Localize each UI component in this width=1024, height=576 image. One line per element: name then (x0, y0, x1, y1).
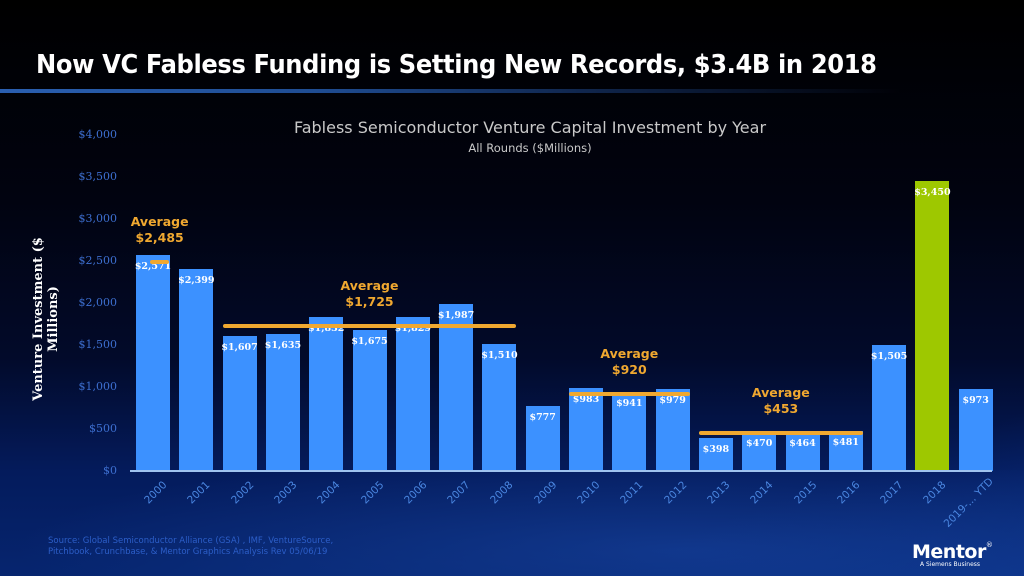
average-value: $453 (763, 400, 799, 416)
bar-2016 (828, 430, 863, 471)
x-tick-label: 2019-... YTD (941, 475, 996, 530)
bar-2013 (698, 437, 733, 471)
bar-2015 (785, 432, 820, 471)
bar-2003 (265, 333, 300, 471)
bar-value-label: $983 (572, 394, 600, 406)
bar-2019-YTD (958, 389, 993, 471)
bar-value-label: $1,505 (870, 350, 908, 362)
average-value: $1,725 (345, 294, 394, 310)
y-axis-label: Venture Investment ($ Millions) (31, 237, 61, 401)
bar-value-label: $1,510 (481, 350, 518, 362)
bar-value-label: $2,399 (178, 275, 215, 287)
bar-2000 (136, 255, 170, 471)
bar-2002 (222, 336, 257, 471)
bar-value-label: $777 (529, 411, 556, 423)
bar-2005 (352, 330, 387, 471)
bar-value-label: $464 (789, 438, 816, 450)
average-line (150, 260, 170, 265)
y-tick-label: $2,500 (78, 254, 118, 267)
bar-value-label: $481 (832, 436, 860, 448)
average-value: $2,485 (135, 230, 184, 246)
logo-word: Mentor (912, 541, 986, 563)
average-line (698, 430, 863, 435)
registered-mark: ® (985, 541, 993, 549)
bar-value-label: $1,607 (221, 342, 258, 353)
average-label: Average $1,725 (320, 278, 420, 310)
y-tick-label: $1,000 (78, 380, 118, 393)
x-axis-line (130, 470, 992, 472)
average-value: $920 (611, 361, 647, 377)
bar-value-label: $1,832 (308, 323, 345, 335)
bar-2018 (915, 181, 950, 471)
bar-2004 (309, 317, 344, 471)
slide-title: Now VC Fabless Funding is Setting New Re… (36, 50, 877, 80)
bar-2008 (482, 344, 517, 471)
average-label: Average $920 (579, 346, 679, 378)
bar-2017 (872, 344, 907, 471)
bar-value-label: $1,987 (437, 310, 475, 322)
title-underline (0, 89, 900, 93)
logo-tagline: A Siemens Business (920, 561, 981, 568)
bar-2010 (569, 388, 603, 471)
bar-2014 (742, 431, 777, 471)
average-title: Average (340, 278, 399, 294)
y-tick-label: $1,500 (78, 338, 118, 351)
y-tick-label: $2,000 (78, 296, 118, 309)
y-tick-label: $3,500 (78, 170, 118, 183)
average-title: Average (600, 345, 659, 361)
chart-title: Fabless Semiconductor Venture Capital In… (293, 118, 767, 137)
bar-2001 (179, 269, 214, 471)
bar-value-label: $973 (962, 395, 989, 407)
average-title: Average (130, 214, 189, 230)
bar-2007 (439, 304, 474, 471)
bar-value-label: $1,829 (394, 323, 431, 335)
average-line (222, 324, 517, 329)
bar-value-label: $1,675 (351, 336, 388, 348)
y-tick-label: $4,000 (78, 128, 118, 141)
bar-value-label: $1,635 (264, 339, 302, 351)
y-tick-label: $3,000 (78, 212, 118, 225)
average-label: Average $2,485 (110, 214, 210, 246)
y-tick-label: $0 (103, 464, 117, 477)
chart-subtitle: All Rounds ($Millions) (468, 141, 592, 155)
source-note: Source: Global Semiconductor Alliance (G… (48, 536, 334, 557)
bar-value-label: $470 (745, 437, 773, 449)
bar-value-label: $398 (702, 443, 730, 455)
bar-2006 (395, 317, 430, 471)
y-tick-label: $500 (89, 422, 117, 435)
bar-2011 (612, 391, 647, 471)
average-line (569, 391, 690, 396)
average-label: Average $453 (731, 385, 831, 417)
x-tick-label: 2005 (358, 479, 386, 507)
bar-value-label: $941 (616, 397, 643, 409)
mentor-logo: Mentor® A Siemens Business (912, 541, 993, 568)
bar-2009 (525, 405, 560, 471)
average-title: Average (751, 384, 810, 400)
bar-2012 (655, 388, 690, 471)
bar-value-label: $2,571 (134, 261, 172, 273)
bar-value-label: $3,450 (914, 187, 951, 199)
x-tick-label: 2015 (791, 479, 819, 507)
bar-value-label: $979 (659, 394, 686, 406)
